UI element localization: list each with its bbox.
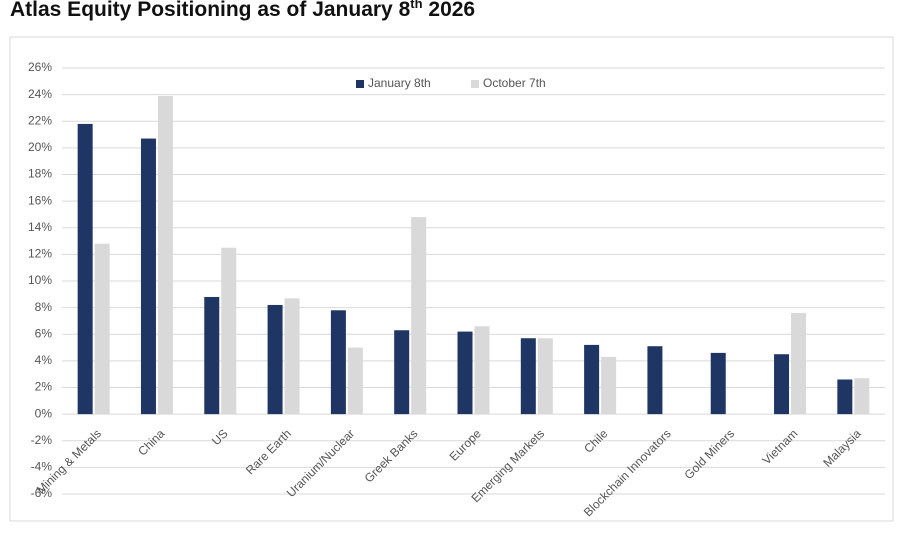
bar bbox=[537, 338, 553, 415]
y-tick-label: 12% bbox=[28, 247, 52, 261]
y-tick-label: 10% bbox=[28, 273, 52, 287]
bar bbox=[647, 346, 663, 415]
title-text: Atlas Equity Positioning as of January 8 bbox=[10, 0, 411, 21]
y-tick-label: 2% bbox=[35, 380, 53, 394]
y-tick-label: -2% bbox=[31, 433, 53, 447]
bar bbox=[601, 356, 617, 415]
y-tick-label: -4% bbox=[31, 460, 53, 474]
legend-swatch bbox=[471, 80, 479, 88]
bar bbox=[267, 304, 283, 415]
bar bbox=[774, 354, 790, 415]
bar bbox=[394, 330, 410, 415]
y-tick-label: -6% bbox=[31, 486, 53, 500]
y-tick-label: 26% bbox=[28, 60, 52, 74]
bar bbox=[330, 310, 346, 415]
bar bbox=[837, 379, 853, 415]
legend-label: January 8th bbox=[368, 76, 431, 90]
title-superscript: th bbox=[410, 0, 423, 11]
y-tick-label: 24% bbox=[28, 87, 52, 101]
y-tick-label: 14% bbox=[28, 220, 52, 234]
y-tick-label: 0% bbox=[35, 406, 53, 420]
bar bbox=[94, 243, 110, 415]
y-tick-label: 22% bbox=[28, 113, 52, 127]
bar bbox=[854, 378, 870, 415]
bar bbox=[457, 331, 473, 415]
bar bbox=[347, 347, 363, 415]
chart-title: Atlas Equity Positioning as of January 8… bbox=[10, 0, 475, 22]
bar bbox=[584, 344, 600, 415]
y-tick-label: 18% bbox=[28, 167, 52, 181]
y-tick-label: 6% bbox=[35, 326, 53, 340]
bar bbox=[411, 217, 427, 415]
bar bbox=[204, 296, 220, 415]
bar bbox=[520, 338, 536, 415]
bar bbox=[284, 298, 300, 415]
y-tick-label: 4% bbox=[35, 353, 53, 367]
bar bbox=[157, 95, 173, 415]
legend-swatch bbox=[356, 80, 364, 88]
bar bbox=[474, 326, 490, 415]
y-tick-label: 16% bbox=[28, 193, 52, 207]
bar bbox=[791, 312, 807, 415]
bar bbox=[221, 247, 237, 415]
bar bbox=[140, 138, 156, 415]
title-year: 2026 bbox=[428, 0, 476, 21]
bar bbox=[77, 123, 93, 415]
y-tick-label: 8% bbox=[35, 300, 53, 314]
y-tick-label: 20% bbox=[28, 140, 52, 154]
bar bbox=[710, 352, 726, 415]
legend-label: October 7th bbox=[483, 76, 546, 90]
